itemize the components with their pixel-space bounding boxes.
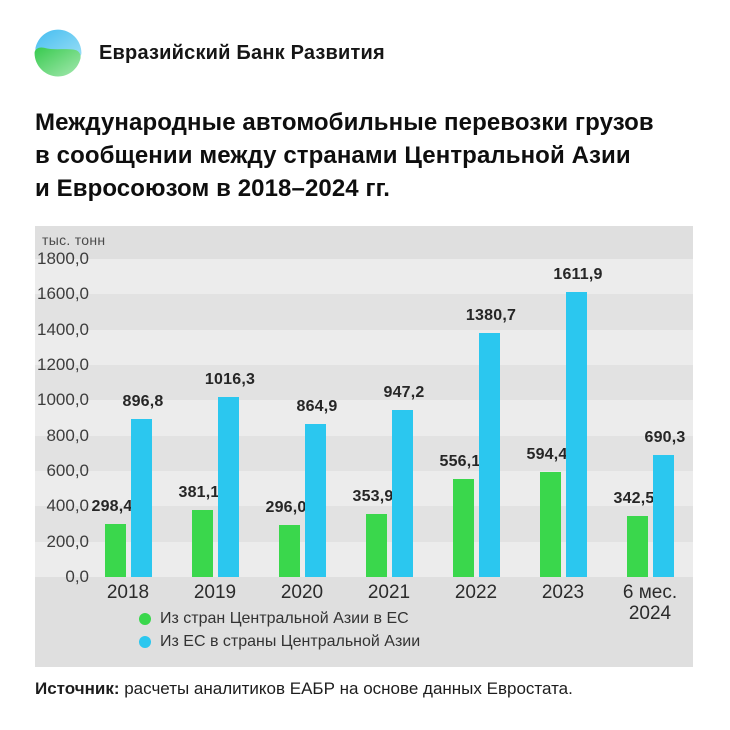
bar-value-label: 1380,7 bbox=[465, 307, 517, 325]
bar-eu-to-central-asia-2023 bbox=[565, 292, 587, 577]
bar-central-asia-to-eu-2018 bbox=[104, 524, 126, 577]
bar-value-label: 1611,9 bbox=[553, 266, 603, 284]
legend: Из стран Центральной Азии в ЕС Из ЕС в ст… bbox=[139, 610, 420, 651]
bar-value-label: 342,5 bbox=[613, 490, 655, 508]
bar-value-label: 864,9 bbox=[296, 398, 338, 416]
bar-central-asia-to-eu-2019 bbox=[191, 509, 213, 577]
bar-value-label: 296,0 bbox=[265, 498, 307, 516]
bar-value-label: 298,4 bbox=[91, 498, 133, 516]
y-tick-label: 1000,0 bbox=[37, 390, 89, 410]
x-tick-label: 2020 bbox=[280, 582, 324, 603]
edb-logo-icon bbox=[34, 29, 82, 77]
y-tick-label: 1200,0 bbox=[37, 355, 89, 374]
bar-central-asia-to-eu-2020 bbox=[278, 524, 300, 577]
y-tick-label: 0,0 bbox=[65, 567, 89, 586]
logo-text: Евразийский Банк Развития bbox=[99, 41, 385, 64]
x-tick-label: 2019 bbox=[193, 582, 237, 603]
y-tick-label: 200,0 bbox=[46, 531, 89, 551]
legend-label: Из стран Центральной Азии в ЕС bbox=[160, 610, 409, 627]
y-tick-label: 800,0 bbox=[46, 425, 89, 445]
bar-value-label: 353,9 bbox=[352, 488, 394, 506]
legend-swatch-icon bbox=[139, 636, 151, 648]
bar-eu-to-central-asia-2022 bbox=[478, 333, 500, 577]
legend-swatch-icon bbox=[139, 613, 151, 625]
bar-value-label: 556,1 bbox=[439, 452, 481, 470]
legend-item: Из стран Центральной Азии в ЕС bbox=[139, 610, 420, 628]
grid-band bbox=[35, 259, 693, 295]
y-tick-label: 400,0 bbox=[46, 496, 89, 516]
bar-central-asia-to-eu-2022 bbox=[452, 478, 474, 577]
source-note: Источник: расчеты аналитиков ЕАБР на осн… bbox=[35, 679, 573, 699]
bar-value-label: 690,3 bbox=[644, 429, 686, 447]
y-axis-unit-label: тыс. тонн bbox=[42, 232, 106, 248]
source-text: расчеты аналитиков ЕАБР на основе данных… bbox=[119, 679, 573, 698]
y-tick-label: 1400,0 bbox=[37, 319, 89, 339]
bar-central-asia-to-eu-2023 bbox=[539, 471, 561, 577]
bar-central-asia-to-eu-6 мес.-2024 bbox=[626, 516, 648, 577]
bar-value-label: 896,8 bbox=[122, 392, 164, 410]
source-label: Источник: bbox=[35, 679, 120, 698]
x-tick-label: 2022 bbox=[454, 582, 498, 603]
y-tick-label: 1800,0 bbox=[37, 249, 89, 268]
bar-eu-to-central-asia-6 мес.-2024 bbox=[652, 455, 674, 577]
x-tick-label: 2018 bbox=[106, 582, 150, 603]
bar-eu-to-central-asia-2020 bbox=[304, 424, 326, 577]
x-tick-label: 2021 bbox=[367, 582, 411, 603]
bar-value-label: 594,4 bbox=[526, 445, 568, 463]
bar-central-asia-to-eu-2021 bbox=[365, 514, 387, 577]
grid-band bbox=[35, 294, 693, 330]
bar-value-label: 381,1 bbox=[178, 483, 220, 501]
legend-item: Из ЕС в страны Центральной Азии bbox=[139, 633, 420, 651]
legend-label: Из ЕС в страны Центральной Азии bbox=[160, 633, 421, 650]
header: Евразийский Банк Развития bbox=[33, 28, 385, 78]
bar-eu-to-central-asia-2018 bbox=[130, 418, 152, 577]
bar-eu-to-central-asia-2019 bbox=[217, 397, 239, 577]
x-tick-label: 6 мес. 2024 bbox=[622, 582, 678, 624]
chart-panel: тыс. тонн 1800,0 1600,0 1400,0 1200,0 1000,0… bbox=[35, 226, 693, 667]
grid-band bbox=[35, 329, 693, 365]
bar-value-label: 1016,3 bbox=[204, 371, 256, 389]
bar-eu-to-central-asia-2021 bbox=[391, 409, 413, 577]
x-tick-label: 2023 bbox=[541, 582, 585, 603]
y-tick-label: 600,0 bbox=[46, 461, 89, 480]
bar-value-label: 947,2 bbox=[383, 383, 425, 401]
y-tick-label: 1600,0 bbox=[37, 284, 89, 304]
page-title: Международные автомобильные перевозки гр… bbox=[35, 109, 654, 202]
